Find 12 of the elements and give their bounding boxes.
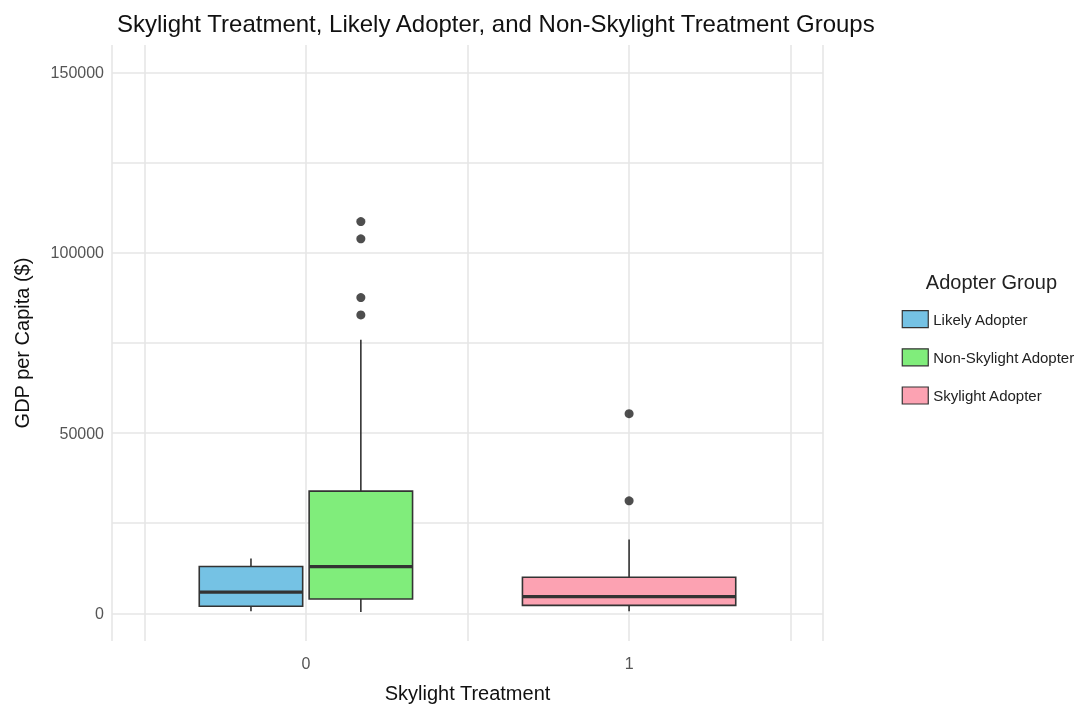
legend-label: Skylight Adopter <box>933 387 1042 404</box>
y-tick-label: 100000 <box>50 244 105 262</box>
y-tick-label: 50000 <box>59 424 105 442</box>
legend-label: Likely Adopter <box>933 310 1028 328</box>
chart-title: Skylight Treatment, Likely Adopter, and Non-Skylight Treatment Groups <box>117 9 875 37</box>
legend-label: Non-Skylight Adopter <box>933 348 1075 366</box>
y-tick-label: 150000 <box>50 64 105 82</box>
x-tick-label: 1 <box>624 654 634 672</box>
y-tick-label: 0 <box>95 604 105 622</box>
y-axis-title: GDP per Capita ($) <box>11 257 33 429</box>
legend-title: Adopter Group <box>925 271 1058 293</box>
x-axis-title: Skylight Treatment <box>384 682 551 704</box>
